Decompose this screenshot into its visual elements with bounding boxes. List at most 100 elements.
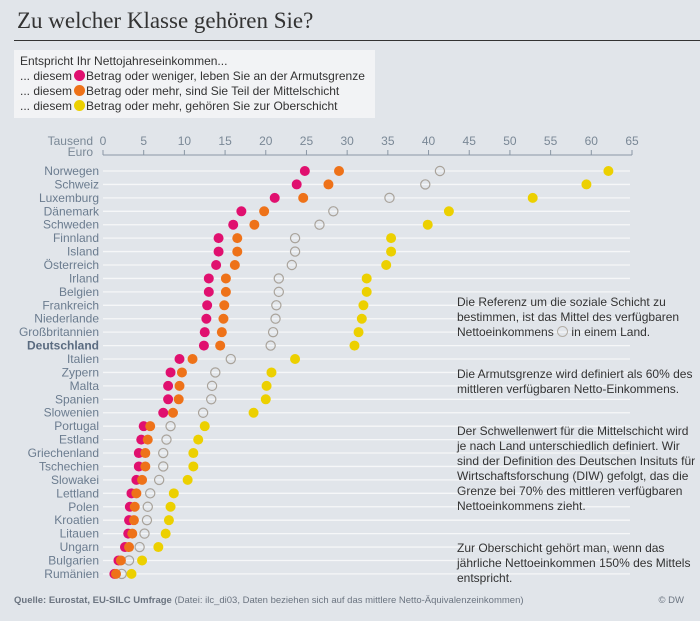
median-marker bbox=[286, 259, 298, 271]
ober-marker bbox=[358, 300, 369, 311]
country-label: Österreich bbox=[44, 258, 99, 272]
x-tick-label: 10 bbox=[178, 134, 192, 148]
median-circle-icon bbox=[557, 326, 569, 337]
ober-marker bbox=[137, 555, 148, 566]
legend-text: Betrag oder weniger, leben Sie an der Ar… bbox=[86, 69, 365, 83]
armut-marker bbox=[228, 219, 239, 230]
legend: Entspricht Ihr Nettojahreseinkommen... .… bbox=[14, 50, 375, 118]
armut-marker bbox=[236, 206, 247, 217]
median-marker bbox=[141, 514, 153, 526]
mittel-marker bbox=[128, 515, 139, 526]
country-row: Kroatien bbox=[54, 513, 630, 527]
chart-title: Zu welcher Klasse gehören Sie? bbox=[17, 8, 314, 33]
median-marker bbox=[158, 461, 169, 472]
mittel-marker bbox=[220, 286, 231, 297]
median-marker bbox=[314, 219, 325, 230]
mittel-marker bbox=[174, 380, 185, 391]
ober-marker bbox=[163, 515, 174, 526]
mittel-marker bbox=[220, 273, 231, 284]
armut-marker bbox=[203, 273, 214, 284]
country-row: Rumänien bbox=[44, 567, 630, 581]
mittel-marker bbox=[334, 166, 345, 176]
country-row: Finnland bbox=[53, 231, 630, 245]
mittel-marker bbox=[167, 407, 178, 418]
mittel-marker bbox=[145, 421, 156, 432]
mittel-marker bbox=[124, 542, 135, 553]
country-row: Griechenland bbox=[28, 446, 630, 460]
ober-marker bbox=[349, 340, 360, 351]
x-tick-label: 5 bbox=[140, 134, 147, 148]
mittel-dot-icon bbox=[74, 85, 86, 96]
country-label: Kroatien bbox=[54, 513, 99, 527]
ober-marker bbox=[353, 327, 364, 338]
armut-dot-icon bbox=[74, 70, 86, 81]
legend-prefix: ... diesem bbox=[20, 99, 73, 113]
country-label: Finnland bbox=[53, 231, 99, 245]
country-label: Großbritannien bbox=[19, 325, 99, 339]
median-marker bbox=[265, 340, 276, 351]
median-marker bbox=[161, 434, 172, 445]
source-label: Quelle: Eurostat, EU-SILC Umfrage bbox=[14, 595, 172, 606]
mittel-marker bbox=[259, 206, 270, 217]
country-label: Slowakei bbox=[51, 473, 99, 487]
median-marker bbox=[142, 501, 153, 512]
country-row: Litauen bbox=[60, 527, 630, 541]
country-row: Portugal bbox=[54, 419, 630, 433]
median-marker bbox=[210, 367, 221, 378]
country-row: Estland bbox=[59, 433, 630, 447]
armut-marker bbox=[269, 192, 280, 203]
ober-marker bbox=[248, 407, 259, 418]
country-label: Irland bbox=[69, 271, 99, 285]
country-row: Island bbox=[67, 245, 630, 259]
ober-marker bbox=[199, 421, 210, 432]
note-upper-class: Zur Oberschicht gehört man, wenn das jäh… bbox=[457, 541, 691, 585]
x-tick-label: 65 bbox=[625, 134, 639, 148]
country-row: Deutschland bbox=[27, 339, 630, 353]
country-label: Griechenland bbox=[28, 446, 99, 460]
legend-intro: Entspricht Ihr Nettojahreseinkommen... bbox=[20, 54, 228, 68]
mittel-marker bbox=[129, 501, 140, 512]
country-row: Bulgarien bbox=[48, 553, 630, 567]
country-row: Schweden bbox=[43, 218, 630, 232]
country-label: Slowenien bbox=[44, 406, 99, 420]
median-marker bbox=[225, 353, 236, 365]
country-label: Italien bbox=[67, 352, 99, 366]
ober-marker bbox=[581, 179, 592, 190]
ober-marker bbox=[386, 246, 397, 257]
country-label: Rumänien bbox=[44, 567, 99, 581]
armut-marker bbox=[201, 313, 212, 324]
median-marker bbox=[158, 447, 169, 459]
country-label: Norwegen bbox=[44, 164, 99, 178]
median-marker bbox=[267, 326, 279, 338]
median-marker bbox=[434, 165, 446, 177]
x-tick-label: 20 bbox=[259, 134, 273, 148]
ober-marker bbox=[193, 434, 204, 445]
ober-marker bbox=[182, 474, 193, 485]
country-row: Niederlande bbox=[34, 312, 630, 326]
ober-marker bbox=[443, 206, 454, 217]
ober-marker bbox=[527, 192, 538, 203]
country-label: Estland bbox=[59, 433, 99, 447]
armut-marker bbox=[165, 367, 176, 378]
ober-marker bbox=[603, 166, 614, 176]
armut-marker bbox=[158, 407, 169, 418]
armut-marker bbox=[203, 286, 214, 297]
median-marker bbox=[328, 206, 339, 217]
ober-marker bbox=[188, 461, 199, 472]
title-divider bbox=[14, 40, 700, 41]
armut-marker bbox=[291, 179, 302, 190]
ober-dot-icon bbox=[74, 100, 86, 111]
country-row: Frankreich bbox=[42, 298, 630, 312]
mittel-marker bbox=[173, 394, 184, 405]
country-label: Niederlande bbox=[34, 312, 99, 326]
ober-marker bbox=[168, 488, 179, 499]
country-label: Spanien bbox=[55, 392, 99, 406]
country-label: Island bbox=[67, 245, 99, 259]
median-marker bbox=[384, 192, 395, 204]
note-reference-text: Die Referenz um die soziale Schicht zu b… bbox=[457, 295, 680, 339]
source-details: (Datei: ilc_di03, Daten beziehen sich au… bbox=[171, 595, 524, 606]
ober-marker bbox=[381, 260, 392, 271]
ober-marker bbox=[188, 448, 199, 459]
country-label: Schweden bbox=[43, 218, 99, 232]
